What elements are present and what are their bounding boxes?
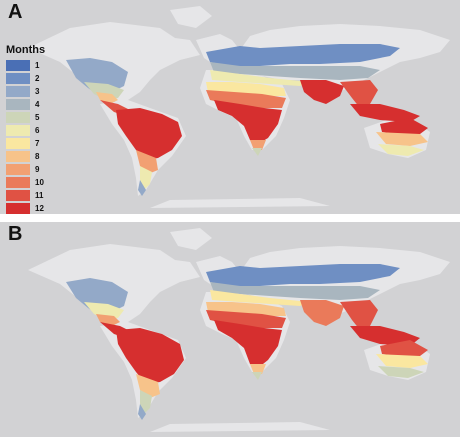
legend-item: 5 bbox=[6, 111, 45, 124]
legend-label: 8 bbox=[35, 152, 40, 161]
map-panel-b: B bbox=[0, 222, 460, 437]
legend-label: 7 bbox=[35, 139, 40, 148]
legend-item: 11 bbox=[6, 189, 45, 202]
legend-label: 11 bbox=[35, 191, 44, 200]
map-panel-a: A Months 1 2 3 4 5 6 7 8 9 10 11 12 bbox=[0, 0, 460, 214]
north-america-zones bbox=[66, 278, 132, 338]
eurasia-zones bbox=[206, 44, 400, 86]
south-asia-zones bbox=[300, 300, 420, 346]
world-map-a bbox=[28, 6, 450, 208]
legend-swatch bbox=[6, 190, 30, 201]
legend-item: 8 bbox=[6, 150, 45, 163]
legend-title: Months bbox=[6, 44, 46, 56]
world-map-b bbox=[28, 228, 450, 432]
legend-item: 10 bbox=[6, 176, 45, 189]
legend-swatch bbox=[6, 164, 30, 175]
legend-label: 4 bbox=[35, 100, 40, 109]
legend-swatch bbox=[6, 86, 30, 97]
panel-label-b: B bbox=[8, 223, 23, 245]
legend-label: 10 bbox=[35, 178, 44, 187]
legend-item: 1 bbox=[6, 59, 45, 72]
legend-item: 6 bbox=[6, 124, 45, 137]
legend-swatch bbox=[6, 112, 30, 123]
legend-swatch bbox=[6, 125, 30, 136]
legend-item: 2 bbox=[6, 72, 45, 85]
legend-swatch bbox=[6, 151, 30, 162]
legend-item: 9 bbox=[6, 163, 45, 176]
panel-label-a: A bbox=[8, 1, 23, 23]
legend-label: 9 bbox=[35, 165, 40, 174]
north-america-zones bbox=[66, 58, 130, 116]
legend-swatch bbox=[6, 138, 30, 149]
legend-label: 3 bbox=[35, 87, 40, 96]
legend-label: 6 bbox=[35, 126, 40, 135]
legend-swatch bbox=[6, 203, 30, 214]
legend-item: 12 bbox=[6, 202, 45, 214]
south-america-zones bbox=[116, 108, 182, 196]
legend-item: 7 bbox=[6, 137, 45, 150]
legend-label: 5 bbox=[35, 113, 40, 122]
legend-swatch bbox=[6, 177, 30, 188]
legend-label: 2 bbox=[35, 74, 40, 83]
south-asia-zones bbox=[300, 80, 420, 122]
legend-label: 12 bbox=[35, 204, 44, 213]
months-legend: Months 1 2 3 4 5 6 7 8 9 10 11 12 bbox=[6, 44, 45, 214]
eurasia-zones bbox=[206, 264, 400, 306]
legend-item: 4 bbox=[6, 98, 45, 111]
south-america-zones bbox=[116, 328, 184, 420]
legend-label: 1 bbox=[35, 61, 40, 70]
australia-zones bbox=[376, 118, 428, 156]
australia-zones bbox=[376, 340, 428, 378]
legend-item: 3 bbox=[6, 85, 45, 98]
legend-swatch bbox=[6, 99, 30, 110]
legend-swatch bbox=[6, 73, 30, 84]
legend-swatch bbox=[6, 60, 30, 71]
africa-zones bbox=[206, 82, 286, 156]
africa-zones bbox=[206, 302, 286, 380]
